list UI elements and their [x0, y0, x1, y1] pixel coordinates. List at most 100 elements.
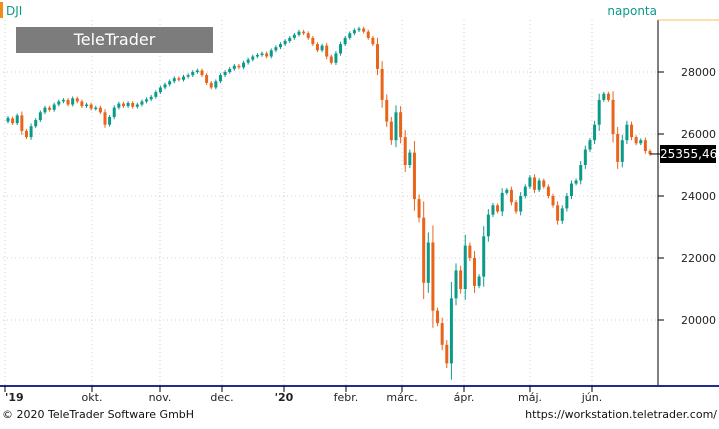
candle-down: [385, 99, 389, 122]
candle-up: [454, 270, 458, 299]
candle-up: [426, 242, 430, 283]
candle-up: [168, 81, 172, 85]
candle-up: [182, 76, 186, 80]
candle-up: [126, 103, 130, 107]
candle-down: [399, 112, 403, 138]
candle-down: [468, 245, 472, 258]
candle-up: [449, 298, 453, 364]
candle-down: [551, 196, 555, 206]
candle-down: [80, 101, 84, 107]
source-url[interactable]: https://workstation.teletrader.com/: [525, 408, 717, 421]
candle-up: [519, 196, 523, 212]
candle-up: [491, 205, 495, 215]
candle-up: [251, 56, 255, 60]
candle-up: [274, 47, 278, 51]
candle-up: [320, 45, 324, 51]
candle-up: [583, 149, 587, 165]
candle-down: [542, 180, 546, 187]
candle-down: [177, 78, 181, 80]
candle-down: [98, 107, 102, 113]
candle-up: [352, 30, 356, 34]
candle-down: [556, 205, 560, 221]
candle-up: [34, 120, 38, 127]
candle-down: [366, 31, 370, 38]
candle-down: [375, 44, 379, 69]
candle-up: [486, 214, 490, 237]
x-tick-label: ápr.: [454, 391, 475, 404]
candle-down: [11, 118, 15, 124]
last-price-label: 25355,46: [660, 144, 718, 163]
candle-up: [593, 124, 597, 141]
candle-up: [639, 140, 643, 144]
candle-down: [237, 65, 241, 68]
candle-down: [403, 137, 407, 165]
candle-up: [348, 33, 352, 38]
candle-up: [195, 70, 199, 72]
candle-down: [315, 44, 319, 51]
x-tick-label: máj.: [518, 391, 542, 404]
candle-up: [228, 68, 232, 72]
candle-up: [158, 87, 162, 93]
candle-up: [135, 104, 139, 107]
candle-down: [611, 99, 615, 134]
candle-up: [574, 180, 578, 184]
candle-up: [149, 96, 153, 100]
candle-down: [533, 177, 537, 190]
y-tick-label: 26000: [681, 128, 716, 141]
candle-up: [500, 192, 504, 212]
candle-up: [43, 107, 47, 113]
period-label[interactable]: naponta: [607, 4, 657, 18]
candle-down: [131, 103, 135, 107]
candle-up: [283, 41, 287, 45]
x-tick-label: jún.: [581, 391, 603, 404]
candle-up: [223, 72, 227, 76]
candle-down: [417, 199, 421, 218]
candle-down: [103, 112, 107, 125]
candle-up: [602, 93, 606, 100]
candle-up: [94, 107, 98, 110]
candle-up: [569, 183, 573, 196]
x-tick-label: febr.: [334, 391, 359, 404]
candle-down: [66, 99, 70, 105]
candle-down: [75, 98, 79, 102]
candle-up: [38, 112, 42, 121]
candle-down: [472, 258, 476, 286]
candle-up: [108, 116, 112, 125]
candle-up: [218, 75, 222, 82]
candle-down: [616, 134, 620, 162]
candle-up: [29, 126, 33, 138]
x-tick-label: '20: [275, 391, 294, 404]
candle-down: [209, 82, 213, 88]
candle-down: [89, 104, 93, 109]
candle-down: [200, 70, 204, 76]
x-tick-label: márc.: [386, 391, 417, 404]
candle-down: [643, 140, 647, 152]
candle-up: [71, 98, 75, 105]
candle-down: [496, 205, 500, 212]
ticker-label: DJI: [6, 4, 23, 18]
candle-up: [255, 54, 259, 57]
candle-down: [440, 323, 444, 345]
candle-down: [48, 107, 52, 110]
candle-up: [505, 189, 509, 193]
candle-down: [514, 202, 518, 212]
footer: © 2020 TeleTrader Software GmbH https://…: [0, 405, 719, 425]
candle-up: [145, 99, 149, 102]
candle-down: [431, 242, 435, 311]
candle-up: [463, 245, 467, 289]
candle-down: [265, 53, 269, 57]
candle-down: [648, 151, 652, 154]
candle-down: [311, 37, 315, 45]
candle-up: [15, 115, 19, 124]
candle-up: [260, 53, 264, 55]
candle-up: [117, 103, 121, 108]
candle-down: [329, 56, 333, 63]
candle-down: [445, 344, 449, 364]
candle-up: [172, 78, 176, 82]
y-tick-label: 24000: [681, 190, 716, 203]
candle-down: [362, 28, 366, 32]
candle-down: [509, 189, 513, 203]
candle-down: [325, 45, 329, 57]
